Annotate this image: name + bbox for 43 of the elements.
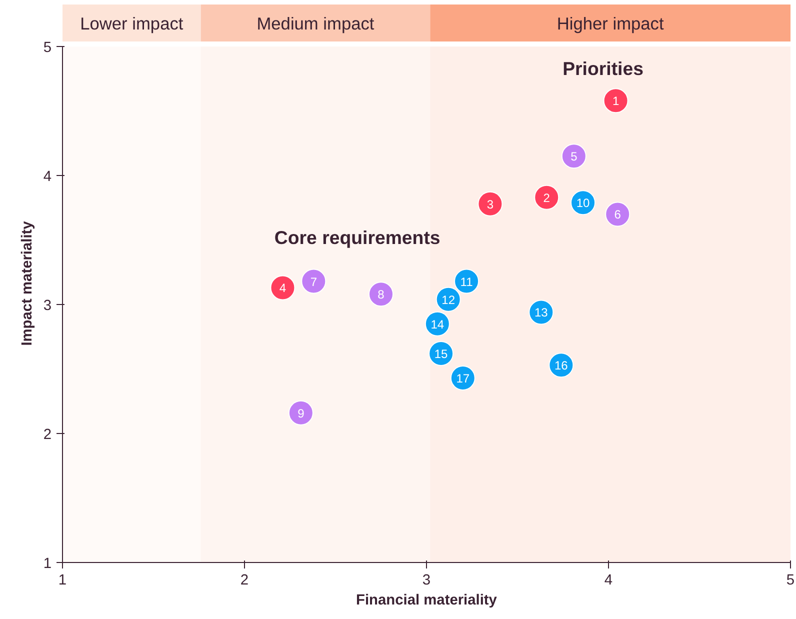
annotation: 11: [460, 274, 474, 289]
annotation: 4: [279, 281, 286, 296]
annotation: 16: [554, 358, 568, 373]
point: [534, 184, 560, 210]
annotation: 1: [612, 94, 620, 108]
annotation: 14: [430, 317, 444, 332]
y-tick-label: 4: [43, 169, 52, 185]
annotation: 5: [570, 150, 578, 164]
band-label: Higher impact: [556, 13, 664, 34]
x-tick-label: 4: [604, 572, 613, 588]
annotation: 13: [534, 306, 548, 320]
band-label: Lower impact: [80, 13, 184, 34]
y-tick-label: 1: [43, 556, 52, 572]
point: [270, 275, 296, 300]
point: [603, 88, 628, 114]
annotation: 12: [442, 292, 456, 307]
annotation: 2: [543, 190, 550, 205]
annotation: 3: [486, 197, 494, 212]
point: [288, 400, 314, 426]
annotation: Priorities: [562, 58, 644, 79]
point: [301, 268, 326, 294]
y-tick-label: 2: [43, 427, 52, 443]
point: [605, 202, 630, 227]
y-tick-label: 5: [43, 40, 52, 56]
band-label: Medium impact: [256, 13, 374, 34]
x-tick-label: 1: [58, 572, 67, 588]
point: [561, 144, 586, 169]
annotation: 9: [298, 406, 305, 420]
x-axis-title: Financial materiality: [356, 592, 498, 608]
point: [368, 282, 394, 307]
annotation: 17: [456, 372, 470, 386]
annotation: 6: [614, 208, 622, 222]
y-tick-label: 3: [43, 298, 52, 314]
x-tick-label: 3: [422, 572, 431, 588]
annotation: Core requirements: [274, 226, 440, 248]
annotation: 10: [576, 196, 590, 210]
annotation: 7: [310, 274, 318, 289]
x-tick-label: 5: [786, 572, 795, 588]
y-axis-title: Impact materiality: [19, 220, 36, 346]
annotation: 15: [434, 347, 448, 362]
annotation: 8: [378, 288, 385, 302]
x-tick-label: 2: [240, 572, 249, 588]
point: [478, 191, 503, 216]
